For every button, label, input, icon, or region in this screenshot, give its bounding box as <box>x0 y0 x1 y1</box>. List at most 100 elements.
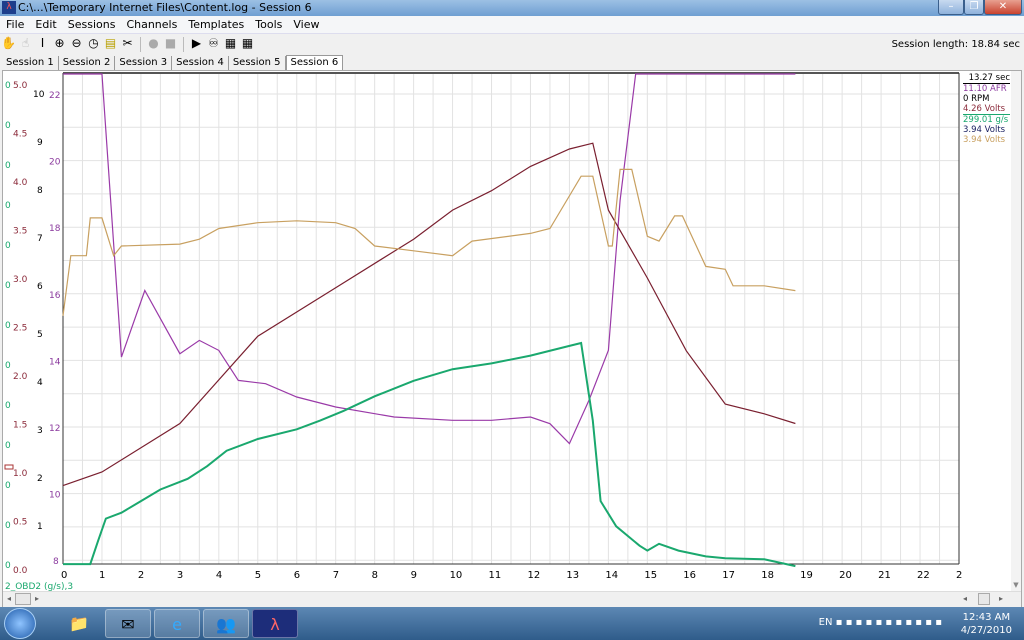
x-tick-label: 11 <box>489 570 502 581</box>
internet-explorer-icon[interactable]: e <box>154 609 200 638</box>
menu-channels[interactable]: Channels <box>126 18 178 31</box>
x-tick-label: 15 <box>644 570 657 581</box>
tab-session-2[interactable]: Session 2 <box>58 56 116 70</box>
clock-date: 4/27/2010 <box>960 625 1012 636</box>
session-tabs: Session 1 Session 2 Session 3 Session 4 Sess… <box>2 55 344 71</box>
series-line-0 <box>63 73 796 445</box>
rpm-axis-tick: 6 <box>37 282 43 292</box>
chart-panel: 0 1 2 3 4 5 6 7 8 9 10 11 12 13 14 15 16 17 18 19 20 21 22 2 0 0 0… <box>2 70 1022 607</box>
series-line-2 <box>62 168 796 316</box>
volts-axis-tick: 1.0 <box>13 469 28 479</box>
minimize-button[interactable]: – <box>938 0 964 15</box>
outlook-icon[interactable]: ✉ <box>105 609 151 638</box>
x-tick-label: 2 <box>138 570 144 581</box>
title-bar: λ C:\...\Temporary Internet Files\Conten… <box>0 0 1024 16</box>
record-icon[interactable]: ● <box>148 36 159 50</box>
volts-axis-tick: 0.0 <box>13 566 28 576</box>
x-tick-label: 21 <box>878 570 891 581</box>
scroll-right-arrow-icon[interactable]: ▸ <box>35 594 40 603</box>
rpm-axis-tick: 10 <box>33 90 45 100</box>
clock-time: 12:43 AM <box>962 612 1011 623</box>
volts-axis-tick: 3.0 <box>13 275 28 285</box>
x-tick-label: 17 <box>722 570 735 581</box>
x-tick-label: 12 <box>527 570 540 581</box>
vertical-scrollbar[interactable]: ▼ <box>1011 71 1021 591</box>
messenger-icon[interactable]: 👥 <box>203 609 249 638</box>
tab-session-3[interactable]: Session 3 <box>115 56 173 70</box>
table-icon[interactable]: ▦ <box>241 36 254 50</box>
scroll-left-arrow-icon[interactable]: ◂ <box>963 594 968 603</box>
restore-button[interactable]: ❐ <box>964 0 984 15</box>
x-tick-label: 19 <box>800 570 813 581</box>
text-cursor-icon[interactable]: I <box>40 36 45 50</box>
play-icon[interactable]: ▶ <box>191 36 202 50</box>
scroll-thumb-left[interactable] <box>15 593 31 605</box>
menu-view[interactable]: View <box>293 18 320 31</box>
start-button[interactable] <box>4 608 36 639</box>
menu-tools[interactable]: Tools <box>255 18 283 31</box>
tab-session-5[interactable]: Session 5 <box>228 56 286 70</box>
tab-session-6[interactable]: Session 6 <box>285 55 344 71</box>
rpm-axis-tick: 7 <box>37 234 43 244</box>
x-tick-label: 8 <box>372 570 378 581</box>
scroll-thumb-right[interactable] <box>978 593 990 605</box>
taskbar: 📁 ✉ e 👥 λ EN ▪ ▪ ▪ ▪ ▪ ▪ ▪ ▪ ▪ ▪ ▪ 12:43 AM 4… <box>0 607 1024 640</box>
menu-templates[interactable]: Templates <box>188 18 245 31</box>
cursor-readout: 13.27 sec 11.10 AFR 0 RPM 4.26 Volts 299.01… <box>963 73 1010 145</box>
zoom-in-icon[interactable]: ⊕ <box>54 36 65 50</box>
binoculars-icon[interactable]: ♾ <box>208 36 219 50</box>
horizontal-scrollbar[interactable]: ◂ ▸ ◂ ▸ <box>3 591 1021 607</box>
x-tick-label: 0 <box>61 570 67 581</box>
volts-axis-tick: 4.5 <box>13 130 27 140</box>
menu-edit[interactable]: Edit <box>35 18 57 31</box>
tab-session-4[interactable]: Session 4 <box>172 56 229 70</box>
log-chart[interactable]: 0 1 2 3 4 5 6 7 8 9 10 11 12 13 14 15 16 17 18 19 20 21 22 2000… <box>3 71 1011 591</box>
x-tick-label: 10 <box>450 570 463 581</box>
explorer-icon[interactable]: 📁 <box>69 614 89 633</box>
x-tick-label: 2 <box>956 570 962 581</box>
rpm-axis-tick: 3 <box>37 426 43 436</box>
scroll-down-arrow-icon[interactable]: ▼ <box>1013 581 1019 589</box>
app-icon: λ <box>2 1 16 14</box>
stop-icon[interactable]: ■ <box>164 36 177 50</box>
x-tick-label: 22 <box>917 570 930 581</box>
window-title: C:\...\Temporary Internet Files\Content.… <box>18 1 312 14</box>
notes-icon[interactable]: ▤ <box>104 36 117 50</box>
menu-file[interactable]: File <box>6 18 25 31</box>
chart-icon[interactable]: ▦ <box>224 36 237 50</box>
clock[interactable]: 12:43 AM 4/27/2010 <box>961 611 1012 637</box>
x-tick-label: 18 <box>761 570 774 581</box>
afr-axis-tick: 20 <box>49 158 61 168</box>
scroll-left-arrow-icon[interactable]: ◂ <box>7 594 12 603</box>
g-axis-tick: 0 <box>5 361 11 371</box>
axis-marker-icon <box>4 464 14 470</box>
zoom-reset-icon[interactable]: ◷ <box>88 36 99 50</box>
toolbar: ✋ ☝ I ⊕ ⊖ ◷ ▤ ✂ ● ■ ▶ ♾ ▦ ▦ <box>0 34 1024 54</box>
series-line-1 <box>62 142 796 487</box>
menu-sessions[interactable]: Sessions <box>67 18 116 31</box>
hand-icon[interactable]: ✋ <box>1 36 16 50</box>
menu-bar: File Edit Sessions Channels Templates Tools Vi… <box>0 16 1024 34</box>
readout-value: 4.26 Volts <box>963 104 1006 114</box>
x-tick-label: 14 <box>605 570 618 581</box>
datalog-3.0-icon[interactable]: λ <box>252 609 298 638</box>
volts-axis-tick: 3.5 <box>13 227 27 237</box>
series-line-3 <box>63 341 796 568</box>
session-length: Session length: 18.84 sec <box>891 39 1020 50</box>
scope-icon[interactable]: ✂ <box>122 36 133 50</box>
afr-axis-tick: 10 <box>49 491 61 501</box>
language-indicator[interactable]: EN <box>818 617 833 628</box>
hand-disabled-icon[interactable]: ☝ <box>21 36 30 50</box>
g-axis-tick: 0 <box>5 481 11 491</box>
tab-session-1[interactable]: Session 1 <box>2 56 59 70</box>
afr-axis-tick: 12 <box>49 424 60 434</box>
scroll-right-arrow-icon[interactable]: ▸ <box>999 594 1004 603</box>
close-button[interactable]: ✕ <box>984 0 1022 15</box>
toolbar-separator <box>183 37 184 52</box>
afr-axis-tick: 18 <box>49 224 61 234</box>
zoom-out-icon[interactable]: ⊖ <box>71 36 82 50</box>
g-axis-tick: 0 <box>5 161 11 171</box>
g-axis-tick: 0 <box>5 321 11 331</box>
x-tick-label: 7 <box>333 570 339 581</box>
g-axis-tick: 0 <box>5 401 11 411</box>
